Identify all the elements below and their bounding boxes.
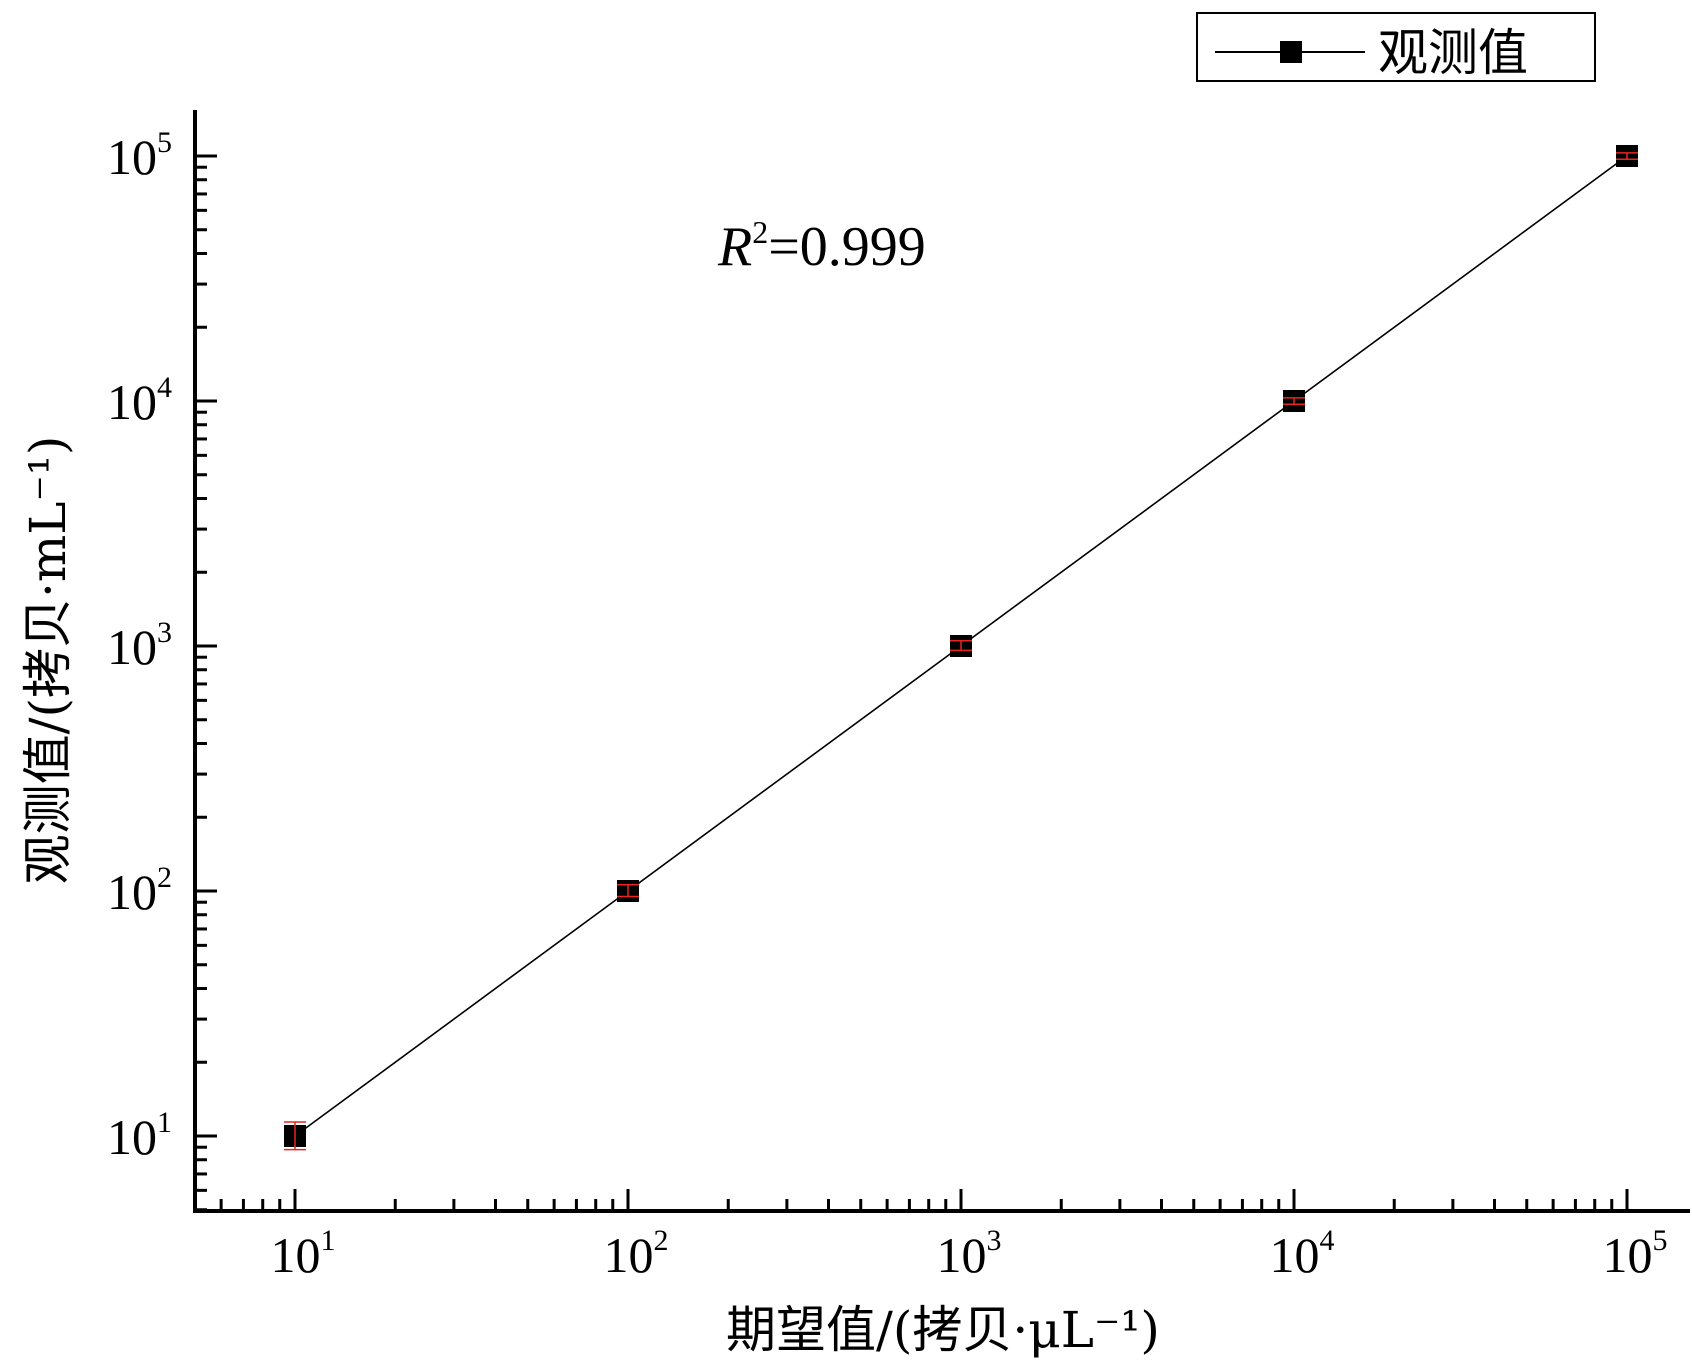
x-axis-ticks bbox=[193, 1189, 1629, 1211]
y-tick-label: 101 bbox=[107, 1106, 172, 1165]
y-axis-tick-labels: 101 102 103 104 105 bbox=[107, 126, 172, 1165]
x-tick-label: 104 bbox=[1270, 1224, 1335, 1283]
legend-box bbox=[1196, 12, 1596, 82]
y-tick-label: 105 bbox=[107, 126, 172, 185]
x-tick-label: 103 bbox=[937, 1224, 1002, 1283]
r-squared-exponent: 2 bbox=[752, 214, 768, 250]
r-squared-symbol: R bbox=[717, 216, 752, 278]
y-tick-label: 102 bbox=[107, 861, 172, 920]
y-axis-title: 观测值/(拷贝·mL⁻¹) bbox=[19, 436, 77, 885]
r-squared-value: =0.999 bbox=[768, 216, 926, 278]
legend-label: 观测值 bbox=[1378, 24, 1528, 82]
legend-marker bbox=[1280, 41, 1302, 63]
x-tick-label: 105 bbox=[1603, 1224, 1668, 1283]
y-tick-label: 103 bbox=[107, 616, 172, 675]
x-axis-title: 期望值/(拷贝·μL⁻¹) bbox=[726, 1301, 1160, 1359]
x-tick-label: 102 bbox=[604, 1224, 669, 1283]
series-layer bbox=[284, 145, 1638, 1151]
y-tick-label: 104 bbox=[107, 371, 172, 430]
x-axis-tick-labels: 101 102 103 104 105 bbox=[271, 1224, 1668, 1283]
x-tick-label: 101 bbox=[271, 1224, 336, 1283]
legend: 观测值 bbox=[1196, 12, 1596, 82]
r-squared-annotation: R2=0.999 bbox=[717, 214, 926, 278]
y-axis-ticks bbox=[195, 154, 217, 1212]
